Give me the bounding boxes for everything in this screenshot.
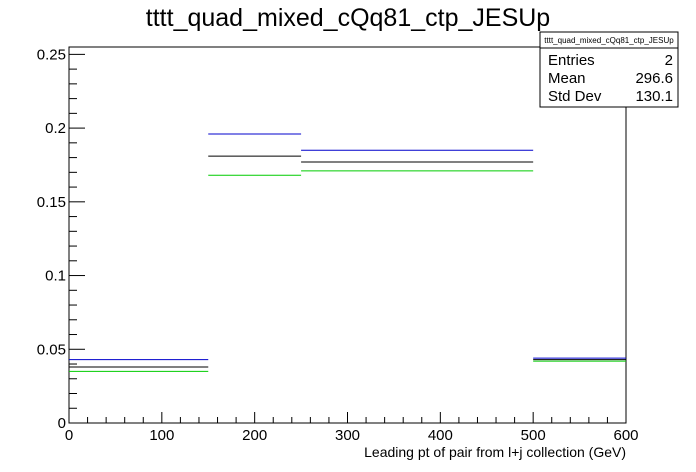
y-tick-label: 0.05 — [37, 341, 66, 358]
y-axis: 0 0.05 0.1 0.15 0.2 0.25 — [37, 46, 85, 432]
stats-box-name: tttt_quad_mixed_cQq81_ctp_JESUp — [544, 36, 674, 45]
stats-box: tttt_quad_mixed_cQq81_ctp_JESUp Entries … — [539, 31, 679, 108]
x-tick-label: 500 — [521, 427, 546, 444]
y-tick-label: 0.2 — [45, 120, 66, 137]
stats-mean-value: 296.6 — [635, 70, 673, 87]
y-tick-label: 0.1 — [45, 268, 66, 285]
x-tick-label: 0 — [65, 427, 73, 444]
y-tick-label: 0 — [58, 415, 66, 432]
series-0 — [69, 133, 626, 361]
x-tick-label: 300 — [335, 427, 360, 444]
stats-stddev-value: 130.1 — [635, 88, 673, 105]
x-tick-label: 400 — [428, 427, 453, 444]
x-tick-label: 100 — [149, 427, 174, 444]
stats-box-frame — [539, 31, 679, 108]
x-tick-label: 200 — [242, 427, 267, 444]
series-1 — [69, 155, 626, 368]
y-tick-label: 0.15 — [37, 194, 66, 211]
stats-entries-value: 2 — [665, 52, 673, 69]
chart-title: tttt_quad_mixed_cQq81_ctp_JESUp — [146, 4, 550, 32]
stats-entries-label: Entries — [548, 52, 595, 69]
x-axis-title: Leading pt of pair from l+j collection (… — [364, 444, 626, 460]
stats-stddev-label: Std Dev — [548, 88, 602, 105]
x-axis: 0 100 200 300 400 500 600 — [65, 412, 639, 444]
y-tick-label: 0.25 — [37, 46, 66, 63]
x-tick-label: 600 — [613, 427, 638, 444]
series-2 — [69, 170, 626, 372]
stats-mean-label: Mean — [548, 70, 586, 87]
series-layer — [69, 133, 626, 372]
